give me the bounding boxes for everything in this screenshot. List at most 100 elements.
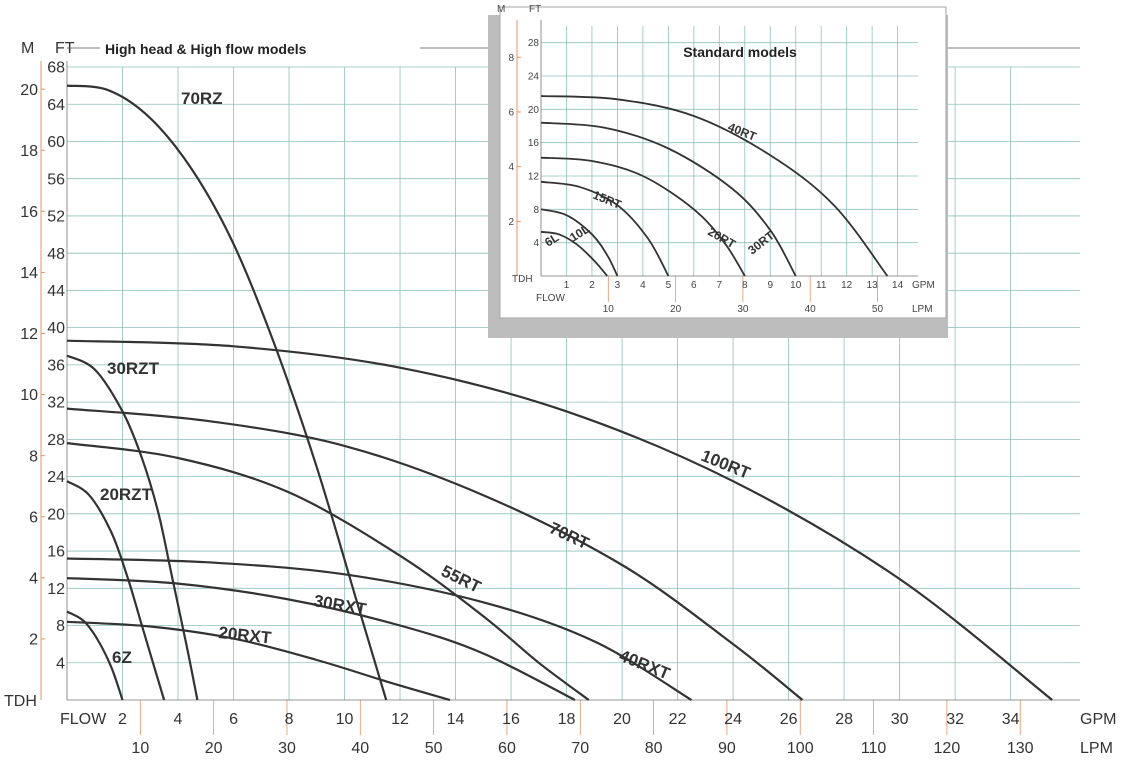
series-label-20RXT: 20RXT [218,623,273,647]
m-tick-20: 20 [20,82,38,99]
ft-tick-20: 20 [47,506,65,523]
m-tick-2: 2 [29,632,38,649]
ft-tick-16: 16 [47,544,65,561]
m-tick-16: 16 [20,204,38,221]
gpm-tick-8: 8 [742,280,748,291]
series-40RXT [66,557,693,701]
gpm-tick-4: 4 [640,280,646,291]
series-label-40RXT: 40RXT [617,646,674,684]
gpm-tick-24: 24 [724,711,742,728]
series-15RT [540,180,670,277]
ft-tick-12: 12 [47,581,65,598]
gpm-tick-2: 2 [589,280,595,291]
flow-label: FLOW [536,293,565,304]
gpm-tick-9: 9 [767,280,773,291]
ft-tick-52: 52 [47,209,65,226]
lpm-tick-50: 50 [872,304,884,315]
series-55RT [66,442,590,701]
ft-tick-60: 60 [47,134,65,151]
lpm-tick-120: 120 [934,740,961,757]
m-axis-label: M [497,4,505,15]
gpm-tick-20: 20 [613,711,631,728]
series-30RXT [66,577,576,701]
ft-tick-32: 32 [47,395,65,412]
series-label-30RZT: 30RZT [107,359,160,378]
flow-label: FLOW [60,711,107,728]
chart-title: High head & High flow models [105,41,307,57]
lpm-tick-90: 90 [718,740,736,757]
series-label-6L: 6L [542,230,561,249]
series-label-6Z: 6Z [112,648,132,667]
gpm-tick-10: 10 [790,280,802,291]
ft-tick-44: 44 [47,283,65,300]
gpm-tick-12: 12 [391,711,409,728]
ft-tick-28: 28 [47,432,65,449]
lpm-tick-110: 110 [861,740,887,757]
lpm-tick-70: 70 [571,740,589,757]
tdh-label: TDH [512,274,533,285]
gpm-tick-14: 14 [447,711,465,728]
gpm-tick-32: 32 [946,711,964,728]
m-tick-6: 6 [29,509,38,526]
lpm-tick-130: 130 [1007,740,1034,757]
m-tick-14: 14 [20,265,38,282]
m-tick-4: 4 [508,162,514,173]
gpm-tick-13: 13 [867,280,879,291]
gpm-tick-26: 26 [780,711,798,728]
series-20RT [540,156,746,277]
lpm-tick-40: 40 [351,740,369,757]
gpm-tick-16: 16 [502,711,520,728]
gpm-label: GPM [1080,711,1116,728]
lpm-tick-100: 100 [787,740,814,757]
ft-tick-12: 12 [528,172,540,183]
gpm-tick-14: 14 [892,280,904,291]
m-tick-18: 18 [20,143,38,160]
series-30RZT [66,354,199,701]
m-tick-6: 6 [508,107,514,118]
m-tick-8: 8 [508,53,514,64]
series-30RT [540,121,797,277]
ft-tick-68: 68 [47,60,65,77]
series-6Z [66,610,124,701]
ft-tick-28: 28 [528,38,540,49]
chart-title: Standard models [683,44,797,60]
ft-tick-4: 4 [56,655,65,672]
gpm-tick-18: 18 [558,711,576,728]
series-6L [540,230,608,277]
m-tick-8: 8 [29,448,38,465]
series-label-30RXT: 30RXT [312,591,368,619]
ft-tick-8: 8 [56,618,65,635]
gpm-tick-6: 6 [229,711,238,728]
gpm-tick-6: 6 [691,280,697,291]
m-tick-2: 2 [508,217,514,228]
m-tick-12: 12 [20,326,38,343]
gpm-tick-10: 10 [336,711,354,728]
ft-tick-56: 56 [47,171,65,188]
gpm-tick-28: 28 [835,711,853,728]
tdh-label: TDH [4,693,37,710]
gpm-tick-2: 2 [118,711,127,728]
lpm-label: LPM [912,304,933,315]
ft-tick-8: 8 [533,205,539,216]
ft-axis-label: FT [529,4,541,15]
lpm-tick-60: 60 [498,740,516,757]
series-40RT [540,95,889,277]
ft-tick-64: 64 [47,97,65,114]
lpm-tick-10: 10 [603,304,615,315]
series-label-70RT: 70RT [546,518,592,553]
ft-tick-24: 24 [528,72,540,83]
lpm-tick-20: 20 [670,304,682,315]
lpm-label: LPM [1080,740,1113,757]
lpm-tick-30: 30 [278,740,296,757]
grid-lines [541,26,918,302]
gpm-tick-4: 4 [174,711,183,728]
lpm-tick-80: 80 [645,740,663,757]
m-tick-4: 4 [29,570,38,587]
gpm-tick-1: 1 [564,280,570,291]
ft-axis-label: FT [55,40,75,57]
gpm-tick-3: 3 [615,280,621,291]
ft-tick-20: 20 [528,105,540,116]
